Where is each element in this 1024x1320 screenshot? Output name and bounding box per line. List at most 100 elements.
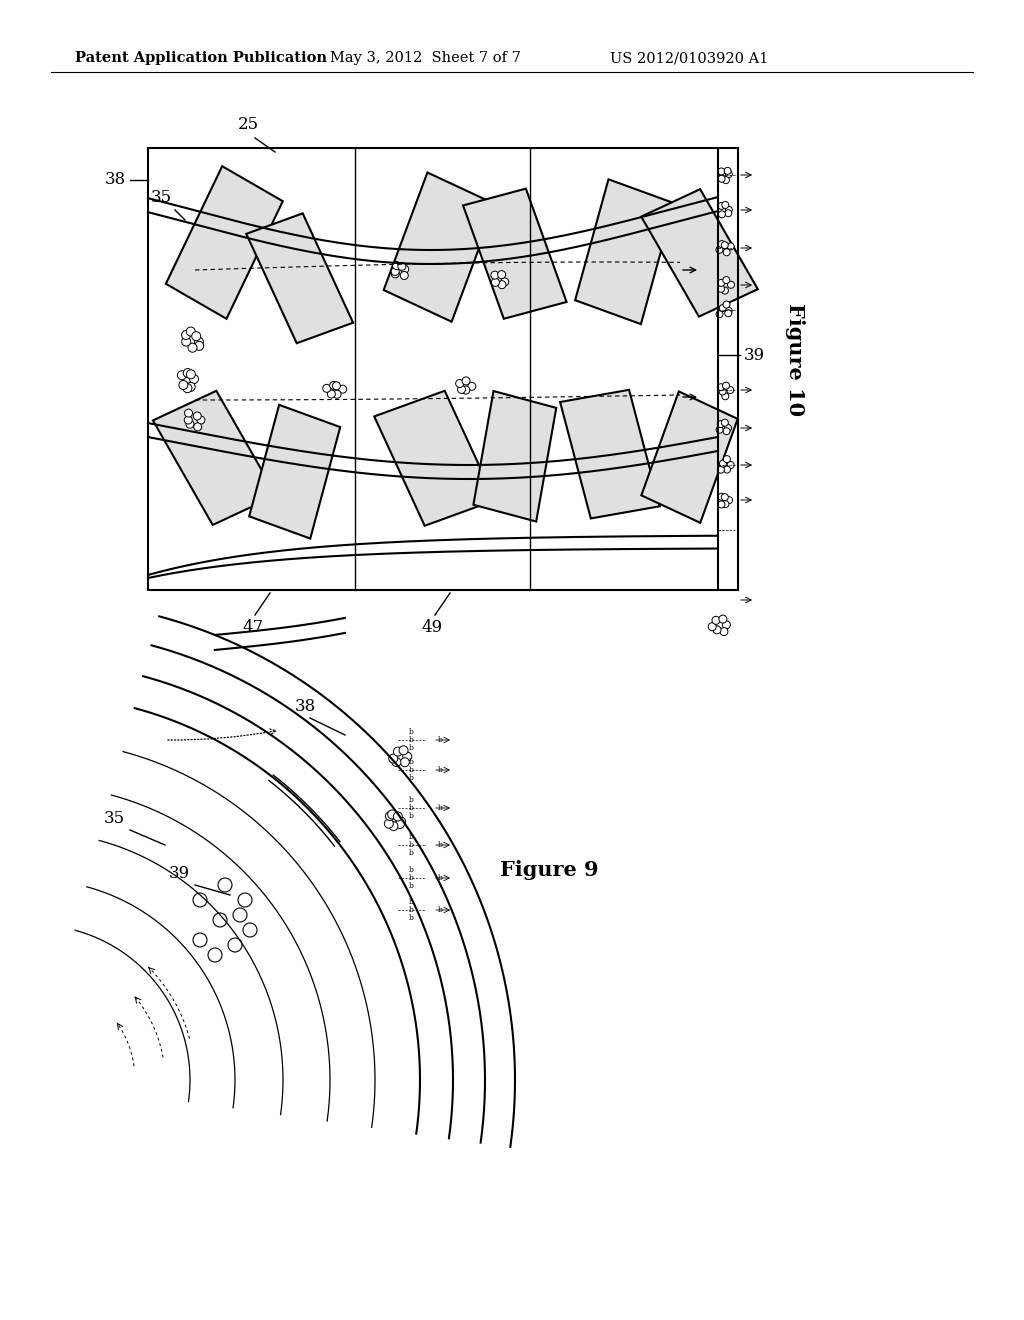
Circle shape — [723, 277, 730, 284]
Circle shape — [719, 211, 725, 218]
Text: b: b — [409, 913, 414, 921]
Circle shape — [725, 310, 732, 317]
Text: b: b — [409, 833, 414, 841]
Circle shape — [498, 281, 506, 289]
Circle shape — [721, 286, 728, 294]
Circle shape — [184, 409, 193, 417]
Circle shape — [388, 810, 396, 818]
Circle shape — [725, 210, 732, 216]
Circle shape — [179, 380, 187, 389]
Circle shape — [339, 385, 347, 393]
Circle shape — [193, 894, 207, 907]
Circle shape — [458, 385, 466, 393]
Circle shape — [723, 177, 729, 183]
Polygon shape — [641, 189, 758, 317]
Circle shape — [233, 908, 247, 921]
Text: b: b — [437, 766, 442, 774]
Circle shape — [391, 269, 399, 279]
Text: b: b — [409, 744, 414, 752]
Polygon shape — [575, 180, 674, 325]
Text: b: b — [409, 882, 414, 890]
Polygon shape — [153, 391, 276, 525]
Circle shape — [194, 422, 202, 430]
Circle shape — [722, 500, 729, 508]
Polygon shape — [384, 173, 496, 322]
Circle shape — [462, 378, 470, 385]
Circle shape — [721, 494, 728, 500]
Circle shape — [717, 384, 724, 391]
Circle shape — [392, 261, 400, 269]
Circle shape — [725, 206, 732, 214]
Circle shape — [194, 412, 202, 420]
Circle shape — [400, 265, 409, 273]
Circle shape — [330, 381, 338, 389]
Circle shape — [490, 271, 499, 279]
Circle shape — [721, 420, 728, 426]
Text: b: b — [437, 804, 442, 812]
Text: Figure 9: Figure 9 — [500, 861, 599, 880]
Circle shape — [208, 948, 222, 962]
Circle shape — [718, 494, 725, 500]
Polygon shape — [249, 405, 340, 539]
Polygon shape — [374, 391, 496, 525]
Text: b: b — [409, 766, 414, 774]
Text: Patent Application Publication: Patent Application Publication — [75, 51, 327, 65]
Circle shape — [184, 416, 193, 424]
Circle shape — [392, 758, 401, 767]
Circle shape — [456, 380, 464, 388]
Circle shape — [193, 933, 207, 946]
Circle shape — [722, 620, 730, 628]
Text: b: b — [409, 796, 414, 804]
Circle shape — [718, 240, 725, 248]
Circle shape — [399, 746, 408, 755]
Text: b: b — [409, 898, 414, 906]
Circle shape — [400, 272, 409, 280]
Text: b: b — [409, 774, 414, 781]
Circle shape — [195, 342, 204, 350]
Circle shape — [186, 327, 196, 337]
Polygon shape — [641, 392, 737, 523]
Text: Figure 10: Figure 10 — [785, 304, 805, 417]
Text: b: b — [409, 812, 414, 820]
Circle shape — [725, 308, 732, 314]
Text: b: b — [409, 737, 414, 744]
Circle shape — [723, 383, 729, 389]
Circle shape — [393, 812, 402, 821]
Polygon shape — [463, 189, 566, 318]
Circle shape — [727, 462, 734, 469]
Circle shape — [186, 370, 196, 379]
Text: May 3, 2012  Sheet 7 of 7: May 3, 2012 Sheet 7 of 7 — [330, 51, 521, 65]
Circle shape — [719, 305, 726, 312]
Circle shape — [181, 337, 190, 346]
Circle shape — [716, 310, 723, 318]
Circle shape — [396, 817, 406, 826]
Circle shape — [724, 168, 731, 174]
Text: 47: 47 — [243, 619, 263, 636]
Circle shape — [720, 461, 726, 467]
Circle shape — [188, 343, 197, 352]
Circle shape — [718, 168, 725, 176]
Circle shape — [183, 384, 191, 392]
Circle shape — [400, 758, 410, 767]
Circle shape — [333, 381, 340, 389]
Circle shape — [186, 420, 194, 428]
Circle shape — [718, 280, 725, 286]
Circle shape — [498, 271, 506, 279]
Circle shape — [328, 389, 336, 399]
Text: b: b — [437, 874, 442, 882]
Circle shape — [722, 202, 729, 209]
Text: b: b — [437, 737, 442, 744]
Circle shape — [717, 421, 724, 428]
Circle shape — [384, 820, 393, 828]
Circle shape — [243, 923, 257, 937]
Polygon shape — [166, 166, 283, 319]
Circle shape — [719, 615, 727, 623]
Circle shape — [716, 247, 723, 253]
Text: 35: 35 — [151, 189, 172, 206]
Circle shape — [501, 279, 509, 286]
Circle shape — [393, 747, 402, 756]
Circle shape — [218, 878, 232, 892]
Polygon shape — [473, 391, 556, 521]
Circle shape — [723, 455, 730, 462]
Circle shape — [716, 426, 723, 433]
